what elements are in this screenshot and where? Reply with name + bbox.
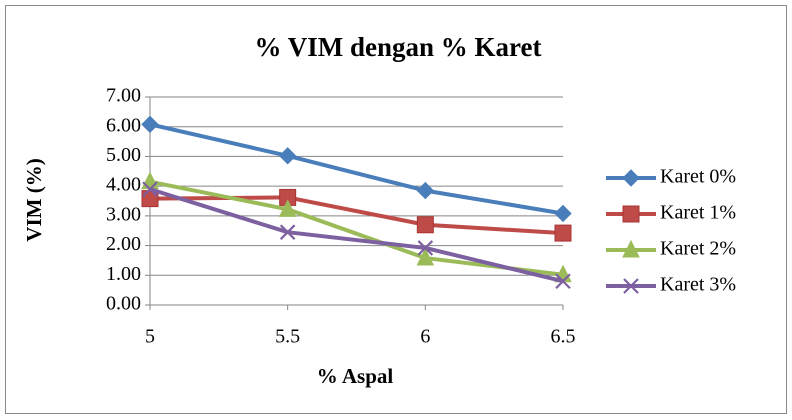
marker	[554, 224, 572, 242]
series-line	[149, 195, 564, 236]
marker	[141, 115, 159, 134]
legend-label: Karet 0%	[660, 166, 736, 188]
marker	[278, 199, 297, 217]
marker	[623, 278, 639, 294]
x-tick-label: 6.5	[551, 326, 576, 348]
y-tick-label: 4.00	[106, 174, 141, 196]
x-tick-label: 5.5	[275, 326, 300, 348]
x-axis-label: % Aspal	[317, 364, 394, 388]
marker	[416, 247, 435, 266]
y-tick-label: 1.00	[106, 263, 141, 285]
marker	[555, 273, 571, 290]
y-tick-label: 2.00	[106, 233, 141, 255]
marker	[416, 181, 435, 200]
marker	[622, 205, 640, 223]
legend-label: Karet 1%	[660, 202, 736, 224]
marker	[417, 240, 434, 256]
marker	[622, 169, 640, 187]
chart-title: % VIM dengan % Karet	[254, 32, 541, 62]
y-tick-label: 5.00	[106, 144, 141, 166]
legend-label: Karet 3%	[660, 274, 736, 296]
y-tick-label: 7.00	[106, 85, 141, 107]
series-line	[149, 122, 564, 216]
y-tick-label: 3.00	[106, 203, 141, 225]
marker	[622, 239, 640, 258]
y-axis-label: VIM (%)	[22, 158, 46, 241]
marker	[142, 181, 158, 197]
marker	[416, 216, 434, 234]
y-tick-label: 6.00	[106, 114, 141, 136]
series-line	[149, 187, 564, 284]
x-tick-label: 6	[420, 326, 430, 348]
marker	[141, 190, 159, 208]
x-tick-label: 5	[145, 326, 155, 348]
chart-border	[5, 5, 787, 414]
marker	[279, 224, 296, 240]
y-tick-label: 0.00	[106, 293, 141, 315]
marker	[554, 204, 572, 223]
marker	[278, 147, 297, 165]
legend-label: Karet 2%	[660, 238, 736, 260]
